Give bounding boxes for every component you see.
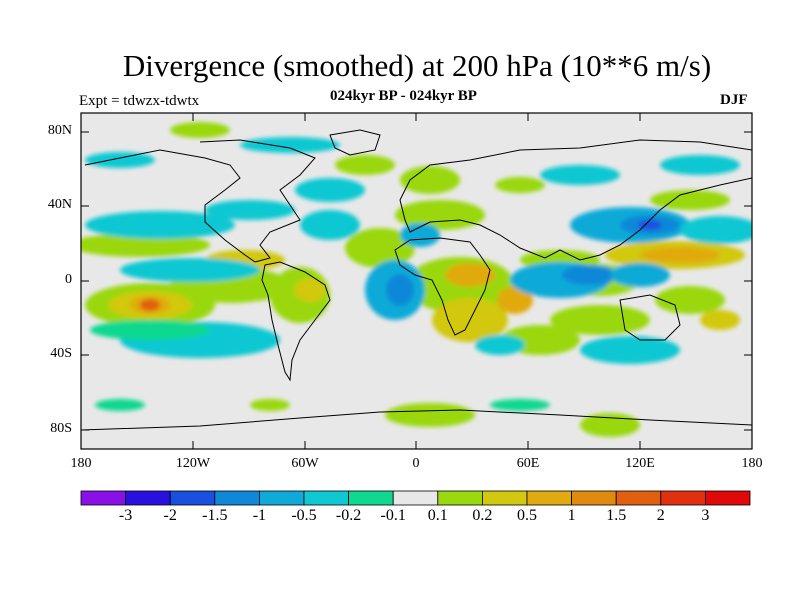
field-patch: [170, 122, 230, 138]
colorbar-box: [80, 490, 126, 506]
colorbar: [80, 490, 751, 506]
field-patch: [445, 263, 495, 287]
colorbar-label: -2: [163, 507, 177, 524]
colorbar-box: [258, 490, 305, 506]
field-patch: [660, 155, 740, 175]
field-patch: [300, 210, 360, 240]
coastline-south-america: [261, 261, 331, 382]
plot-title: Divergence (smoothed) at 200 hPa (10**6 …: [122, 48, 712, 83]
field-patch: [85, 211, 235, 239]
field-patch: [540, 165, 620, 185]
field-patch: [680, 216, 752, 244]
field-patch: [640, 247, 720, 263]
field-patch: [90, 320, 210, 340]
coastline-greenland: [329, 129, 381, 156]
colorbar-box: [169, 490, 216, 506]
colorbar-label: 0.1: [427, 507, 448, 524]
y-tick-label: 0: [65, 272, 72, 287]
y-tick-label: 80S: [50, 421, 72, 436]
colorbar-box: [615, 490, 662, 506]
colorbar-label: 3: [701, 507, 710, 524]
colorbar-label: 1.5: [606, 507, 627, 524]
colorbar-label: 0.2: [472, 507, 493, 524]
field-patch: [335, 155, 395, 175]
field-patch: [385, 403, 475, 427]
field-patch: [395, 200, 485, 230]
colorbar-box: [214, 490, 260, 506]
x-tick-label: 180: [741, 456, 763, 471]
colorbar-box: [348, 490, 394, 506]
y-tick-label: 40N: [47, 197, 72, 212]
colorbar-box: [437, 490, 483, 506]
x-tick-label: 0: [412, 456, 420, 471]
field-patch: [205, 200, 295, 220]
field-patch: [95, 399, 145, 411]
field-patch: [580, 336, 680, 364]
y-tick-label: 80N: [47, 123, 72, 138]
colorbar-box: [303, 490, 349, 506]
colorbar-box: [571, 490, 617, 506]
field-patch: [250, 399, 290, 411]
colorbar-box: [526, 490, 572, 506]
colorbar-label: 2: [656, 507, 665, 524]
colorbar-box: [481, 490, 528, 506]
field-patch: [400, 166, 460, 194]
field-patch: [655, 286, 725, 314]
field-patch: [475, 335, 525, 355]
x-tick-label: 120W: [175, 456, 211, 471]
colorbar-label: -0.1: [380, 507, 406, 524]
field-patch: [638, 220, 662, 230]
experiment-label: Expt = tdwzx-tdwtx: [79, 93, 200, 109]
colorbar-box: [660, 490, 706, 506]
coastlines: [81, 129, 752, 431]
colorbar-label: 0.5: [517, 507, 537, 524]
x-tick-label: 60E: [516, 456, 540, 471]
x-tick-label: 60W: [291, 456, 319, 471]
field-patch: [610, 263, 670, 287]
colorbar-box: [125, 490, 171, 506]
field-patch: [550, 305, 650, 335]
field-patch: [495, 177, 545, 193]
field-patch: [81, 233, 210, 257]
field-patch: [490, 399, 550, 411]
colorbar-box: [705, 490, 751, 506]
divergence-field: [81, 122, 752, 437]
field-patch: [294, 278, 326, 302]
colorbar-label: 1: [567, 507, 576, 524]
field-patch: [700, 310, 740, 330]
field-patch: [140, 299, 160, 311]
colorbar-label: -0.2: [335, 507, 362, 524]
coastline-australia: [619, 294, 681, 341]
field-patch: [85, 152, 155, 168]
field-patch: [562, 265, 618, 285]
coastline-north-america-east: [199, 139, 316, 263]
coastline-north-america-west: [84, 149, 256, 263]
coastline-eurasia: [399, 139, 752, 261]
field-patch: [120, 258, 260, 282]
field-patch: [295, 178, 365, 202]
field-patch: [400, 223, 440, 247]
x-tick-label: 120E: [625, 456, 655, 471]
field-patch: [650, 190, 730, 210]
plot-subtitle: 024kyr BP - 024kyr BP: [330, 88, 477, 104]
field-patch: [497, 286, 533, 314]
colorbar-label: -1: [252, 507, 267, 524]
y-tick-label: 40S: [50, 346, 72, 361]
season-label: DJF: [720, 92, 748, 108]
coastline-antarctica: [81, 409, 752, 431]
colorbar-label: -3: [118, 507, 133, 524]
colorbar-box: [392, 490, 439, 506]
colorbar-label: -0.5: [291, 507, 317, 524]
axis-ticks: [80, 113, 753, 449]
coastline-africa: [394, 237, 491, 336]
field-patch: [386, 274, 414, 306]
colorbar-label: -1.5: [202, 507, 228, 524]
field-patch: [240, 137, 340, 153]
x-tick-label: 180: [70, 456, 92, 471]
